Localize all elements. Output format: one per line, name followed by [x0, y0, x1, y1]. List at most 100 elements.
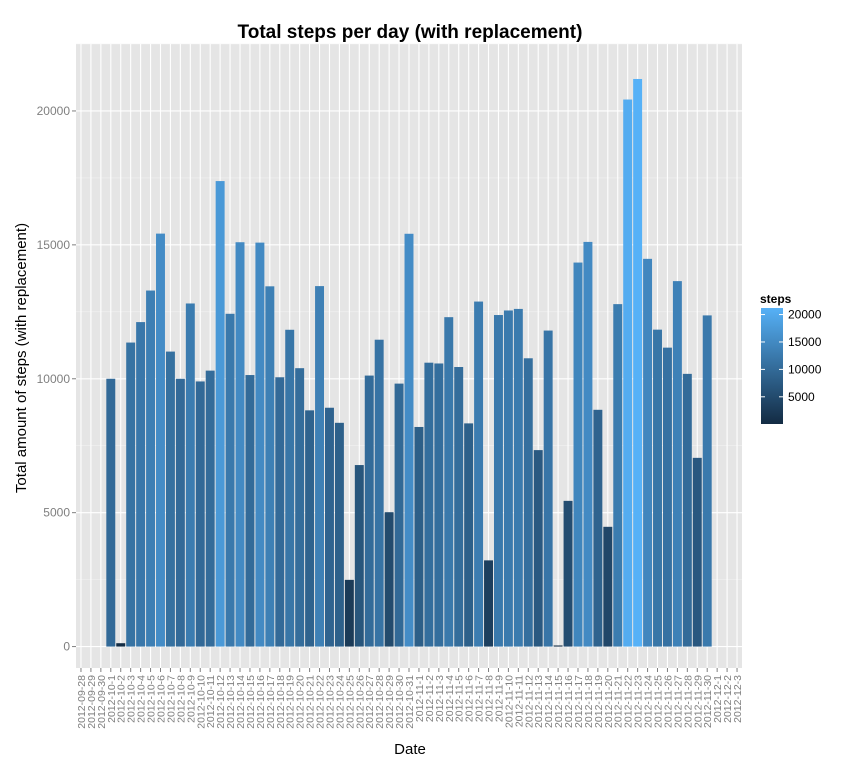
x-tick-label: 2012-10-24: [334, 675, 346, 729]
x-tick-label: 2012-11-16: [563, 675, 575, 728]
x-tick-label: 2012-10-19: [285, 675, 297, 729]
x-tick-label: 2012-11-19: [593, 675, 605, 728]
x-tick-label: 2012-11-24: [643, 675, 655, 728]
bar: [454, 367, 464, 647]
bar: [553, 645, 563, 647]
bar: [682, 373, 692, 647]
bar: [235, 242, 245, 647]
x-tick-label: 2012-10-30: [394, 675, 406, 729]
x-tick-label: 2012-10-11: [205, 675, 217, 728]
x-tick-label: 2012-10-16: [255, 675, 267, 729]
x-tick-label: 2012-11-3: [434, 675, 446, 722]
bar: [434, 363, 444, 647]
x-tick-label: 2012-11-15: [553, 675, 565, 728]
y-axis-title: Total amount of steps (with replacement): [13, 223, 30, 493]
bar: [613, 304, 623, 647]
bar: [126, 342, 136, 647]
bar: [315, 286, 325, 647]
x-tick-label: 2012-10-12: [215, 675, 227, 729]
x-tick-label: 2012-11-6: [464, 675, 476, 722]
x-tick-label: 2012-10-28: [374, 675, 386, 729]
x-tick-label: 2012-11-5: [454, 675, 466, 722]
x-tick-label: 2012-10-25: [344, 675, 356, 729]
x-tick-label: 2012-10-20: [295, 675, 307, 729]
x-tick-label: 2012-11-8: [484, 675, 496, 722]
x-tick-label: 2012-11-9: [493, 675, 505, 722]
y-tick-label: 20000: [37, 104, 71, 118]
bar: [245, 375, 255, 647]
bar: [156, 233, 165, 647]
bar: [195, 381, 205, 647]
bar: [275, 377, 285, 647]
x-tick-label: 2012-09-28: [76, 675, 88, 729]
x-tick-label: 2012-11-7: [474, 675, 486, 722]
bar: [205, 370, 215, 647]
bar: [424, 362, 434, 647]
y-axis-ticks: 0 5000 10000 15000 20000: [37, 104, 76, 654]
bar: [672, 281, 682, 647]
bar: [265, 286, 275, 647]
x-tick-label: 2012-10-8: [175, 675, 187, 723]
bar: [344, 579, 354, 647]
x-tick-label: 2012-09-30: [96, 675, 108, 729]
bar: [305, 410, 315, 647]
x-tick-label: 2012-11-11: [513, 675, 525, 727]
bar: [285, 329, 295, 647]
x-tick-label: 2012-10-14: [235, 675, 247, 729]
bar: [474, 301, 484, 647]
bar: [464, 423, 474, 647]
bar: [325, 407, 334, 647]
bar: [364, 375, 374, 647]
x-tick-label: 2012-10-21: [305, 675, 317, 729]
chart-title: Total steps per day (with replacement): [238, 22, 583, 43]
legend-color-bar: [761, 308, 783, 424]
x-tick-label: 2012-11-29: [692, 675, 704, 728]
x-tick-label: 2012-10-22: [315, 675, 327, 729]
bar: [334, 422, 344, 647]
legend-title: steps: [760, 292, 792, 306]
bar: [623, 99, 633, 647]
bar: [106, 378, 116, 647]
x-tick-label: 2012-10-5: [146, 675, 158, 723]
bar: [543, 330, 553, 647]
x-tick-label: 2012-10-6: [155, 675, 167, 723]
x-tick-label: 2012-10-13: [225, 675, 237, 729]
x-tick-label: 2012-12-2: [722, 675, 734, 723]
x-axis-title: Date: [394, 741, 426, 758]
x-tick-label: 2012-10-23: [324, 675, 336, 729]
x-tick-label: 2012-11-12: [523, 675, 535, 728]
bar: [513, 308, 523, 647]
x-axis-ticks: 2012-09-282012-09-292012-09-302012-10-12…: [76, 668, 744, 729]
bar: [404, 233, 414, 647]
bar: [503, 310, 513, 647]
bar: [354, 465, 364, 647]
legend-tick-label: 15000: [788, 335, 822, 349]
x-tick-label: 2012-10-31: [404, 675, 416, 729]
x-tick-label: 2012-10-26: [354, 675, 366, 729]
bar: [185, 303, 195, 647]
bar: [374, 339, 384, 647]
color-legend: steps 5000 10000 15000 20000: [760, 292, 822, 424]
bar: [593, 409, 603, 647]
x-tick-label: 2012-11-27: [672, 675, 684, 728]
x-tick-label: 2012-10-17: [265, 675, 277, 729]
x-tick-label: 2012-10-3: [126, 675, 138, 723]
x-tick-label: 2012-11-21: [613, 675, 625, 728]
bar: [653, 329, 662, 647]
y-tick-label: 15000: [37, 238, 71, 252]
x-tick-label: 2012-11-18: [583, 675, 595, 728]
bar: [603, 526, 613, 647]
x-tick-label: 2012-10-29: [384, 675, 396, 729]
x-tick-label: 2012-11-1: [414, 675, 426, 722]
bar: [484, 560, 493, 647]
x-tick-label: 2012-11-13: [533, 675, 545, 728]
bar: [394, 383, 404, 647]
bar: [702, 315, 712, 647]
bar: [116, 643, 126, 647]
x-tick-label: 2012-11-17: [573, 675, 585, 728]
x-tick-label: 2012-11-22: [623, 675, 635, 728]
bar: [215, 181, 225, 647]
bar: [255, 242, 265, 647]
y-tick-label: 10000: [37, 372, 71, 386]
